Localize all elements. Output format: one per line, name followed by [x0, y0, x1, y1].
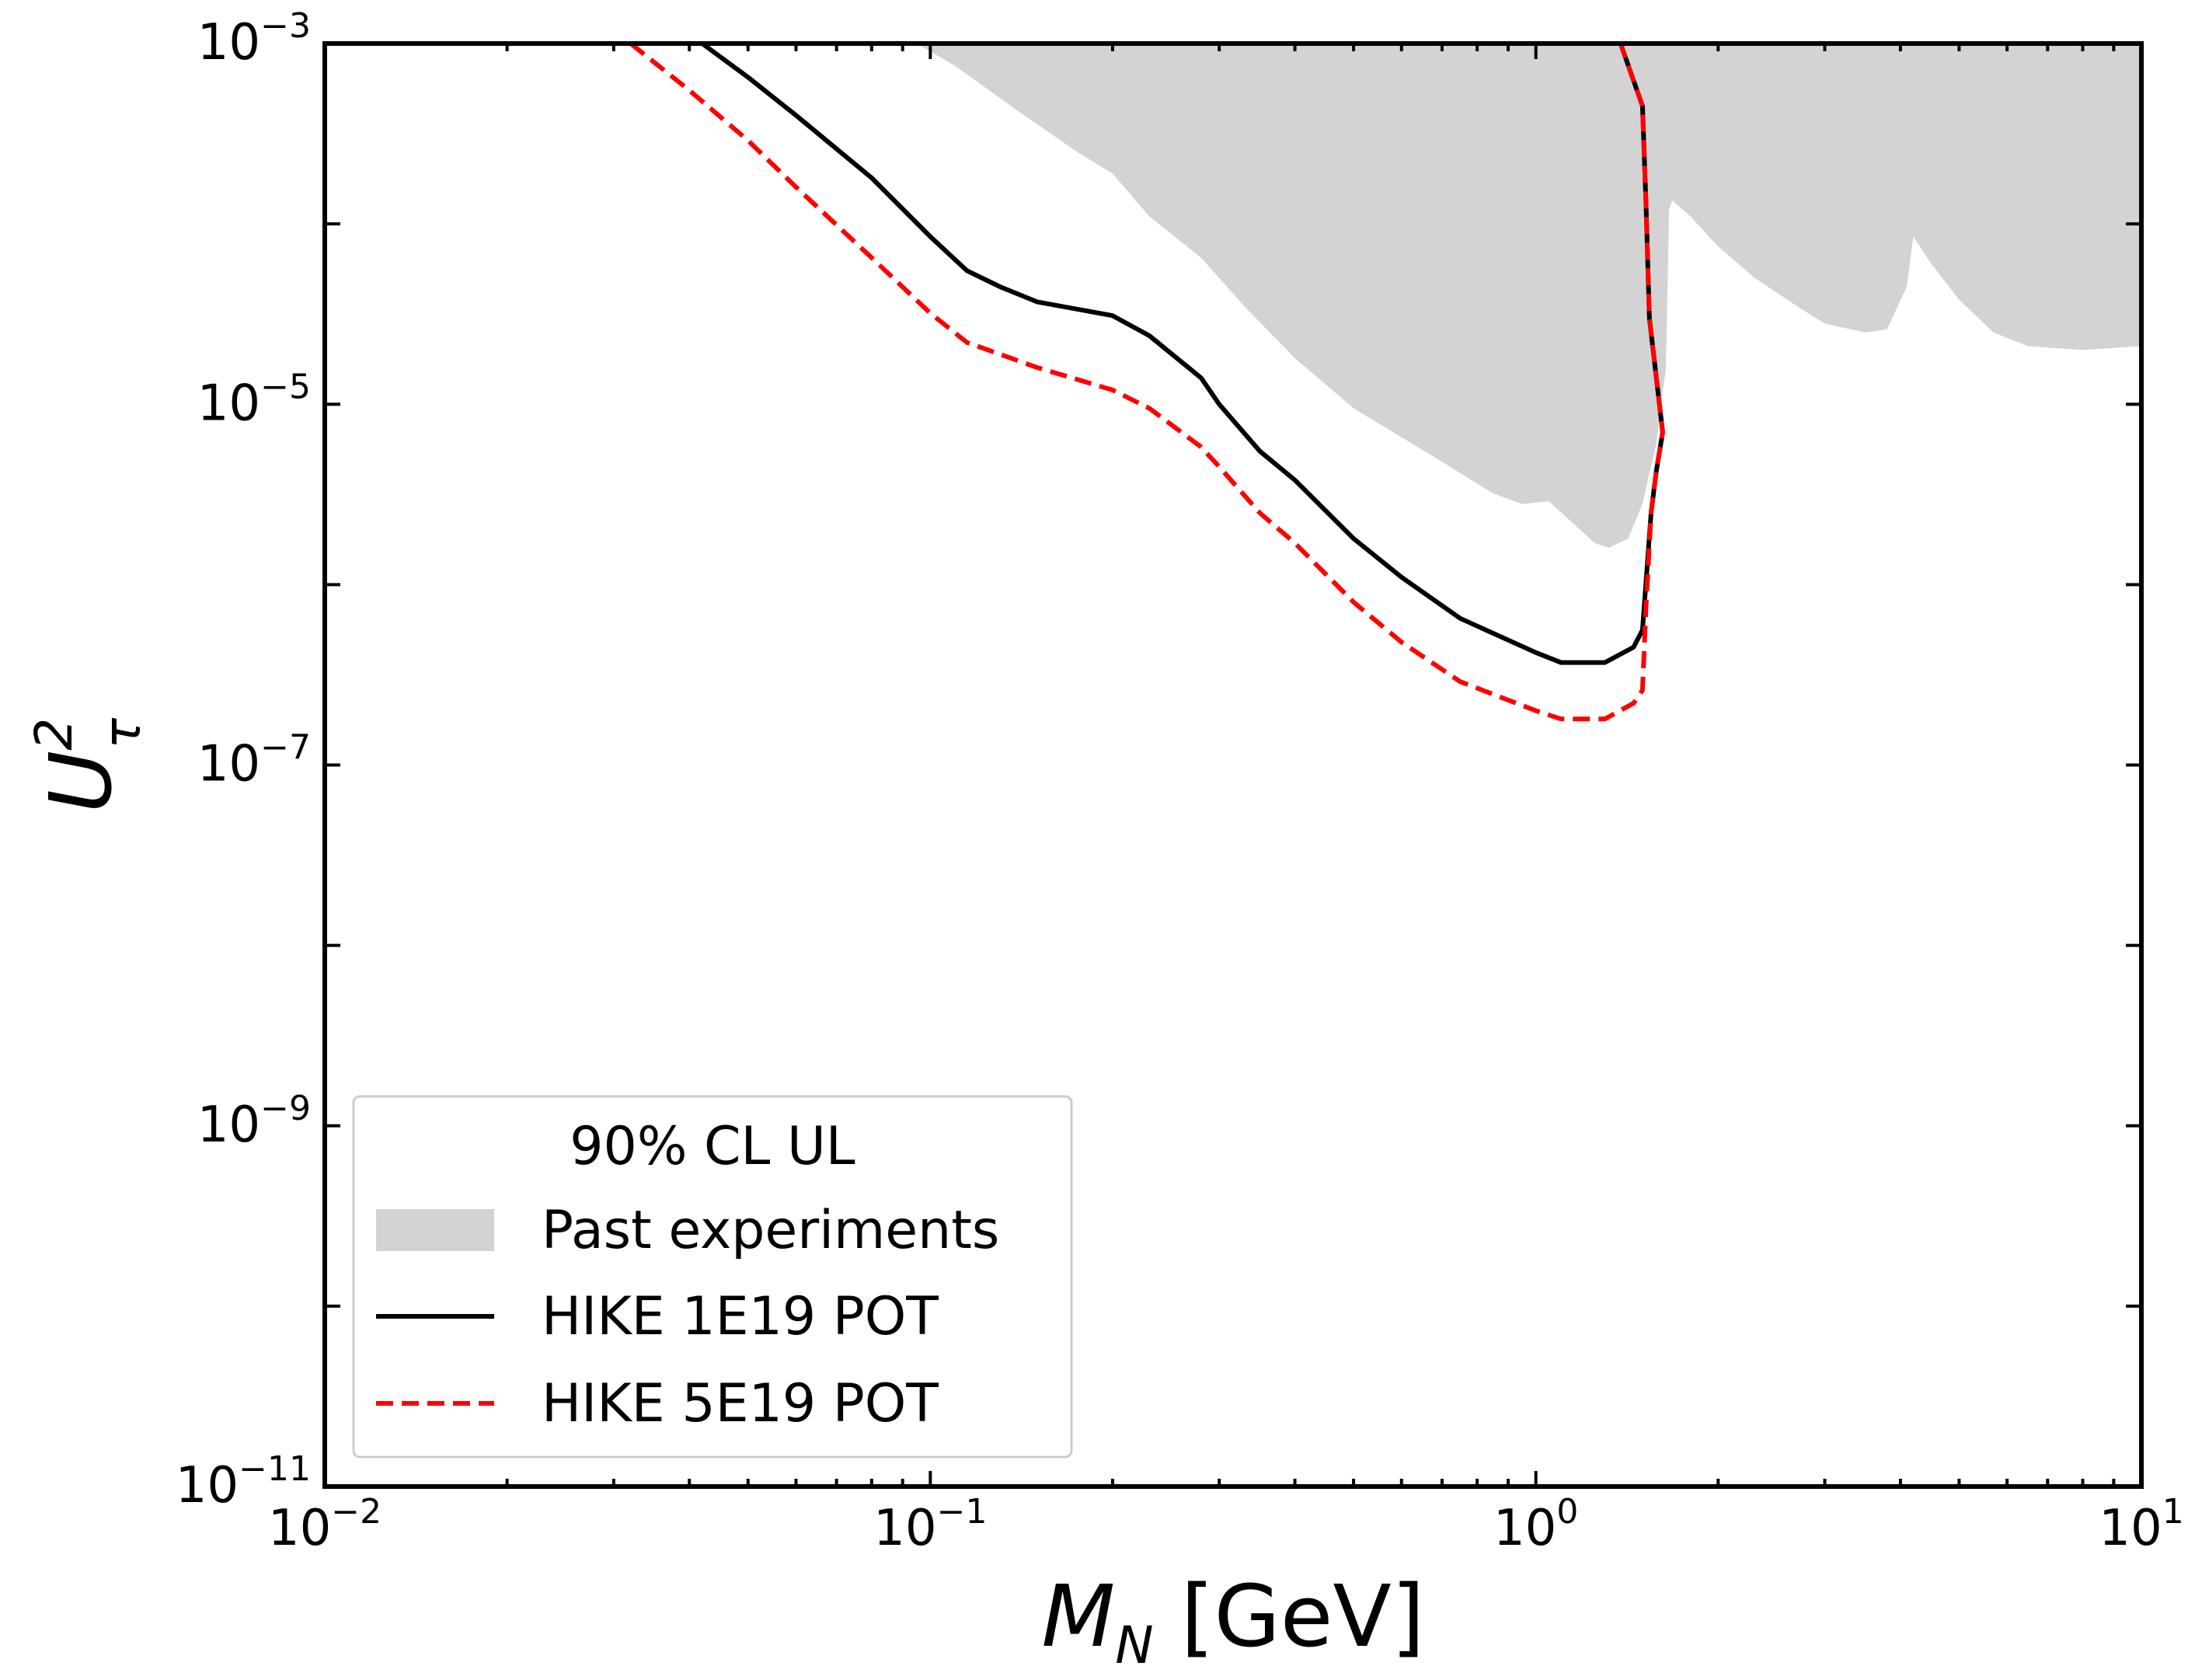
legend-box [352, 1095, 1073, 1459]
y-tick-label: 10−3 [197, 6, 311, 71]
y-tick-label: 10−11 [176, 1449, 311, 1514]
legend-label-past: Past experiments [542, 1200, 999, 1261]
legend-label-hike-1e19: HIKE 1E19 POT [542, 1286, 939, 1347]
legend: 90% CL UL Past experiments HIKE 1E19 POT… [352, 1095, 1073, 1459]
y-tick-label: 10−9 [197, 1089, 311, 1154]
x-axis-title: MN [GeV] [1041, 1567, 1424, 1675]
past-experiments-region [917, 44, 2141, 548]
x-tick-label: 100 [1493, 1492, 1578, 1557]
y-axis-title: U2 τ [24, 717, 152, 814]
plot-frame [322, 41, 2144, 1489]
x-tick-label: 10−1 [873, 1492, 987, 1557]
legend-swatch-past [376, 1209, 494, 1251]
plot-area [629, 44, 2141, 722]
x-tick-label: 101 [2099, 1492, 2183, 1557]
tick-labels: 10−2 10−1 100 101 10−11 10−9 10−7 10−5 10−3 [176, 6, 2184, 1557]
y-tick-label: 10−7 [197, 728, 311, 793]
x-tick-label: 10−2 [268, 1492, 382, 1557]
legend-title: 90% CL UL [570, 1116, 855, 1177]
legend-label-hike-5e19: HIKE 5E19 POT [542, 1373, 939, 1434]
y-tick-label: 10−5 [197, 367, 311, 432]
hike-5e19-curve [629, 44, 1665, 722]
